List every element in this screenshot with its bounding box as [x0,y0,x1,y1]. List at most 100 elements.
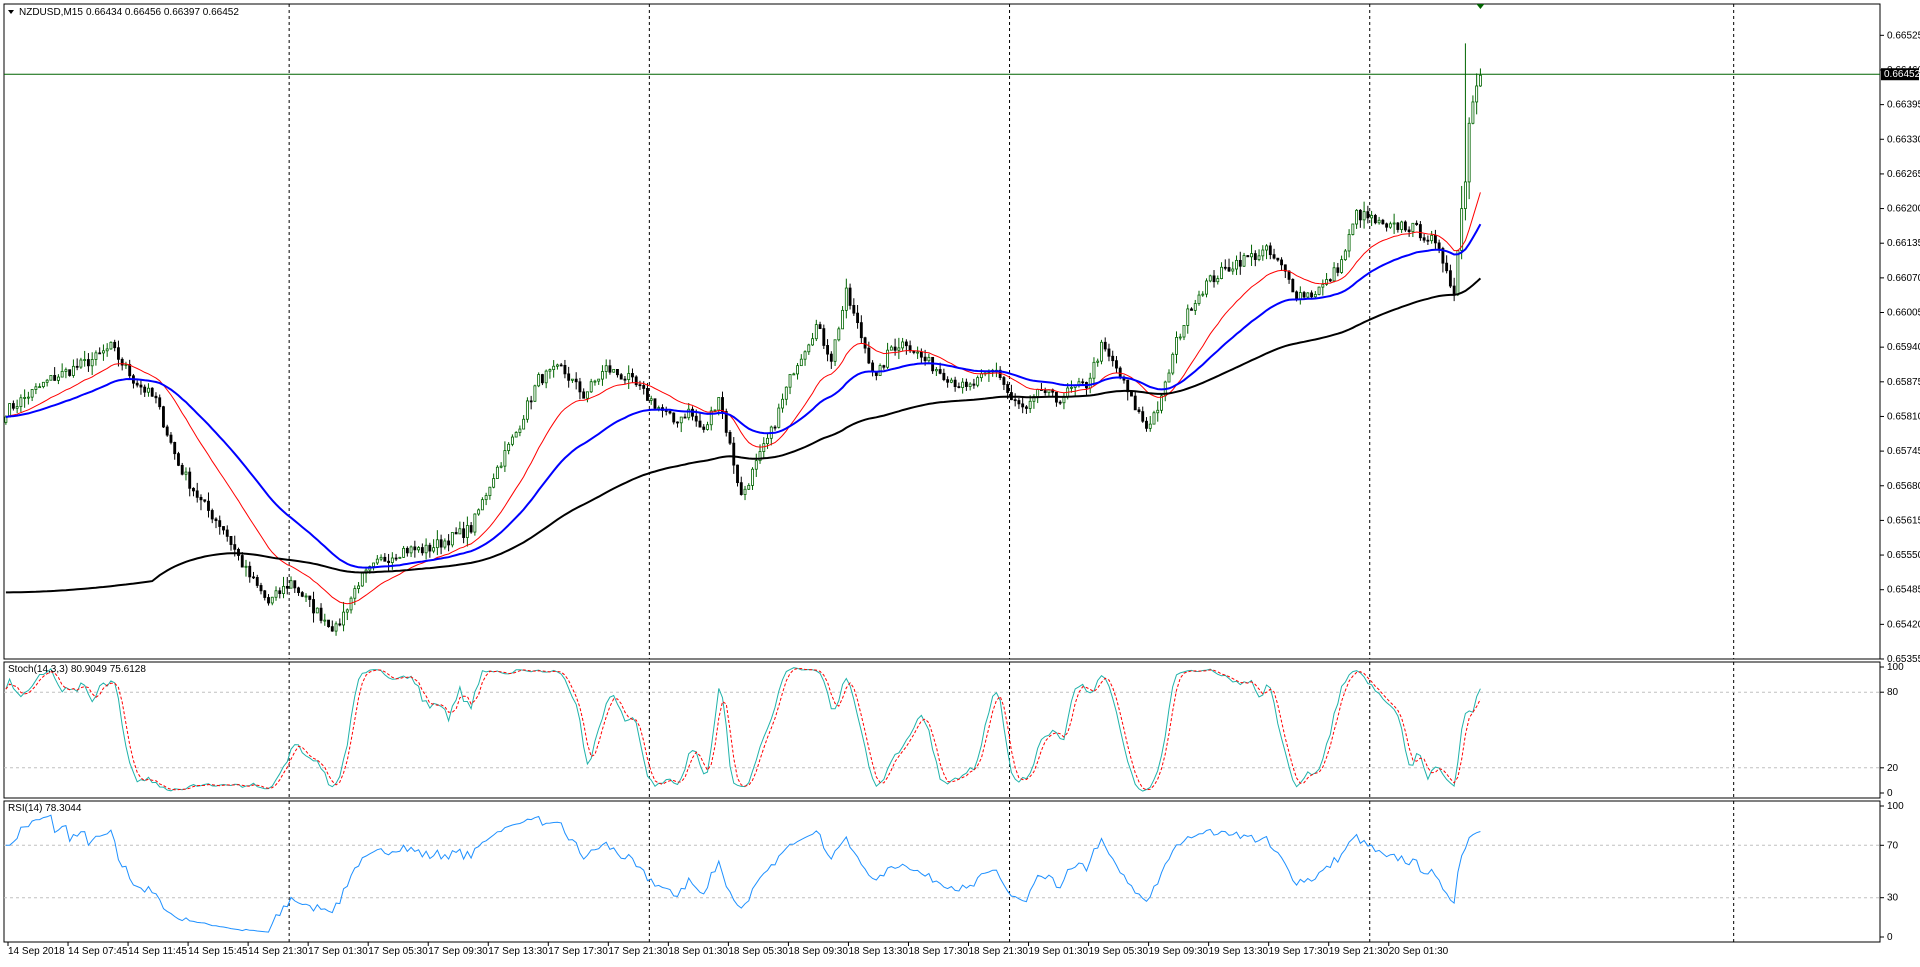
candle-body [953,379,957,388]
candle-body [41,381,45,388]
candle-body [724,411,728,433]
stoch-tick-label: 80 [1887,687,1899,698]
candle-body [657,407,661,410]
time-tick-label: 19 Sep 01:30 [1029,946,1089,957]
candlestick-series [4,43,1482,636]
candle-body [901,341,905,349]
candle-body [833,339,837,362]
candle-body [687,408,691,419]
candle-body [278,590,282,594]
candle-body [282,585,285,594]
candle-body [379,556,383,560]
candle-body [53,375,57,381]
candle-body [1313,294,1317,298]
candle-body [942,372,946,381]
current-price-tag [1881,68,1919,81]
candle-body [390,557,394,563]
candle-body [207,500,210,511]
candle-body [578,381,582,393]
price-tick-label: 0.65485 [1887,585,1920,596]
candle-body [1437,242,1441,249]
time-tick-label: 14 Sep 15:45 [188,946,248,957]
candle-body [507,443,511,452]
candle-body [383,556,387,562]
candle-body [751,468,754,486]
candle-body [4,416,8,423]
candle-body [23,397,27,399]
candle-body [1340,259,1344,273]
candle-body [593,380,597,383]
candle-body [1257,255,1261,260]
candle-body [668,411,672,414]
candle-body [1392,222,1396,225]
candle-body [747,485,751,490]
candle-body [38,386,42,389]
candle-body [1103,341,1107,350]
candle-body [758,451,762,462]
candle-body [342,611,345,626]
candle-body [98,352,102,355]
candle-body [1370,215,1374,219]
candle-body [773,426,777,429]
candle-body [1377,219,1381,224]
candle-body [1463,181,1467,209]
price-tick-label: 0.65745 [1887,446,1920,457]
candle-body [413,546,417,551]
ohlc-values-label: 0.66434 0.66456 0.66397 0.66452 [86,7,239,18]
candle-body [372,562,376,567]
price-tick-label: 0.66200 [1887,204,1920,215]
candle-body [1433,234,1437,244]
candle-body [1276,257,1280,261]
candle-body [83,359,87,361]
candle-body [1351,223,1355,235]
candle-body [818,324,822,330]
candle-body [330,626,334,632]
candle-body [1426,239,1430,242]
candle-body [871,362,875,373]
candle-body [548,369,552,372]
candle-body [1388,223,1392,228]
current-price-label: 0.66452 [1884,69,1920,80]
candle-body [1317,286,1321,295]
candle-body [86,359,90,367]
time-tick-label: 17 Sep 13:30 [488,946,548,957]
symbol-menu-icon[interactable] [8,10,14,14]
rsi-tick-label: 100 [1887,801,1904,812]
candle-body [255,577,259,586]
candle-body [1467,122,1471,183]
ma-fast-line [5,192,1481,605]
candle-body [432,547,436,552]
candle-body [1070,386,1073,389]
rsi-line [5,814,1481,933]
candle-body [1175,337,1178,355]
candle-body [706,424,709,430]
candle-body [233,544,237,550]
candle-body [788,374,792,388]
candle-body [1186,308,1190,326]
candle-body [1287,270,1291,280]
candle-body [1092,361,1096,379]
candle-body [728,431,732,444]
candle-body [1238,259,1242,267]
candle-body [184,471,188,475]
candle-body [492,478,496,488]
candle-body [1220,266,1223,279]
stochastic-oscillator [5,667,1481,792]
candle-body [964,381,968,387]
candle-body [867,347,871,364]
candle-body [465,525,469,538]
price-tick-label: 0.65940 [1887,342,1920,353]
candle-body [762,443,766,452]
candle-body [304,595,308,598]
candle-body [143,386,147,393]
candle-body [1321,283,1325,288]
price-tick-label: 0.65810 [1887,411,1920,422]
candle-body [713,409,717,412]
price-tick-label: 0.66395 [1887,100,1920,111]
candle-body [259,585,263,592]
ma-mid-line [5,223,1482,569]
candle-body [1058,401,1062,404]
stoch-tick-label: 0 [1887,788,1893,799]
candle-body [631,373,634,378]
